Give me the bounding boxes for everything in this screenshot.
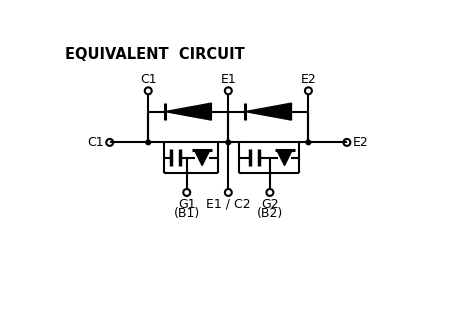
Circle shape [306,140,310,145]
Text: G1: G1 [178,198,196,211]
Text: E1 / C2: E1 / C2 [206,198,251,211]
Circle shape [146,140,151,145]
Text: G2: G2 [261,198,279,211]
Text: E2: E2 [301,73,316,86]
Polygon shape [165,103,212,120]
Circle shape [226,140,230,145]
Text: C1: C1 [140,73,157,86]
Text: EQUIVALENT  CIRCUIT: EQUIVALENT CIRCUIT [65,47,245,62]
Polygon shape [245,103,292,120]
Polygon shape [194,150,210,165]
Text: (B2): (B2) [257,207,283,220]
Text: E2: E2 [352,136,368,149]
Text: (B1): (B1) [174,207,200,220]
Text: E1: E1 [220,73,236,86]
Text: C1: C1 [88,136,104,149]
Polygon shape [277,150,292,165]
